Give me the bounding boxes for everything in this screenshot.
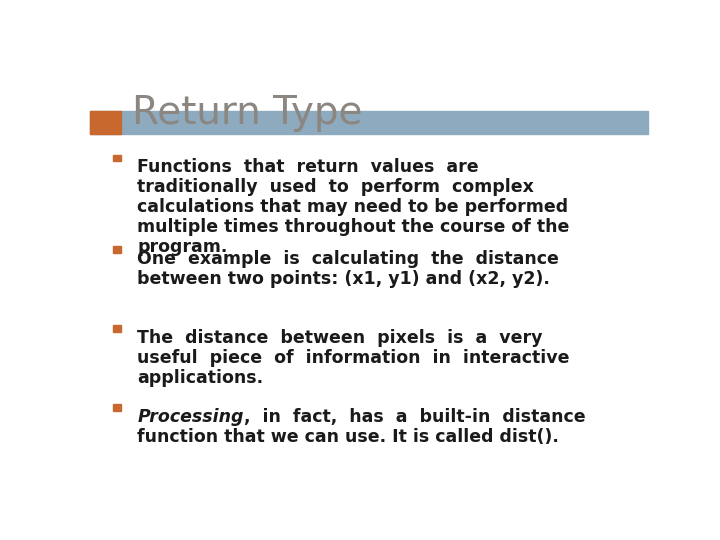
Text: ,  in  fact,  has  a  built-in  distance: , in fact, has a built-in distance	[244, 408, 585, 426]
Text: Processing: Processing	[138, 408, 244, 426]
Text: program.: program.	[138, 238, 228, 256]
Text: Return Type: Return Type	[132, 94, 362, 132]
Text: between two points: (x1, y1) and (x2, y2).: between two points: (x1, y1) and (x2, y2…	[138, 270, 550, 288]
Bar	[113, 155, 122, 161]
Text: The  distance  between  pixels  is  a  very: The distance between pixels is a very	[138, 329, 543, 347]
Text: applications.: applications.	[138, 369, 264, 387]
Text: multiple times throughout the course of the: multiple times throughout the course of …	[138, 218, 570, 236]
Bar	[90, 111, 648, 134]
Bar	[113, 326, 122, 332]
Text: One  example  is  calculating  the  distance: One example is calculating the distance	[138, 250, 559, 268]
Text: useful  piece  of  information  in  interactive: useful piece of information in interacti…	[138, 349, 570, 367]
Text: traditionally  used  to  perform  complex: traditionally used to perform complex	[138, 178, 534, 197]
Bar	[113, 246, 122, 253]
Bar	[113, 404, 122, 411]
Text: function that we can use. It is called dist().: function that we can use. It is called d…	[138, 428, 559, 446]
Bar	[90, 111, 121, 134]
Text: Functions  that  return  values  are: Functions that return values are	[138, 158, 479, 177]
Text: calculations that may need to be performed: calculations that may need to be perform…	[138, 198, 569, 217]
